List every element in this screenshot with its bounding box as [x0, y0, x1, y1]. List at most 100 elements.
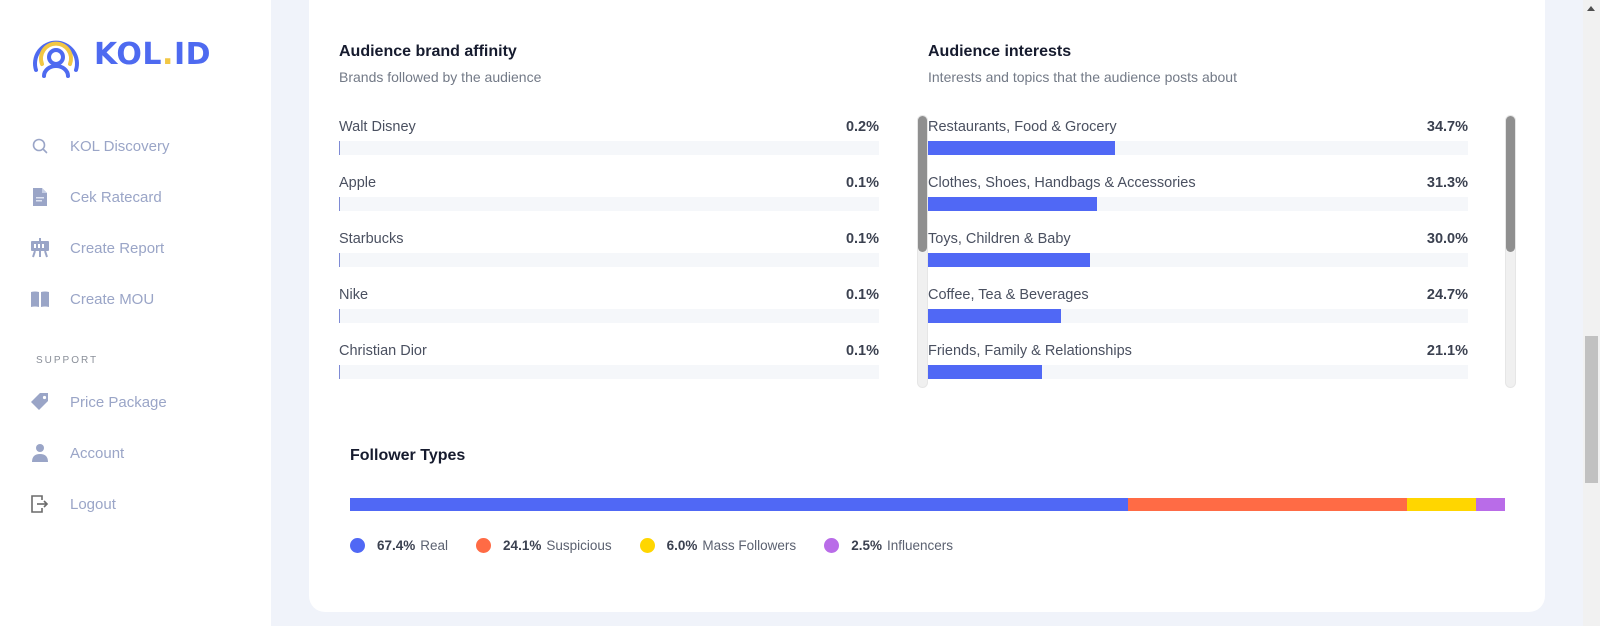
progress-fill [339, 365, 340, 379]
item-percentage: 0.1% [845, 343, 879, 359]
list-item: Christian Dior 0.1% [339, 343, 879, 399]
progress-fill [339, 253, 340, 267]
item-percentage: 31.3% [1426, 175, 1468, 191]
item-name: Nike [339, 287, 369, 303]
item-name: Coffee, Tea & Beverages [928, 287, 1089, 303]
sidebar-item-create-mou[interactable]: Create MOU [30, 284, 154, 314]
interests-scrollbar-right[interactable] [1505, 115, 1516, 388]
list-item: Friends, Family & Relationships 21.1% [928, 343, 1468, 399]
list-item: Clothes, Shoes, Handbags & Accessories 31… [928, 175, 1468, 231]
follower-segment-real [350, 498, 1129, 511]
interests-scrollbar-left[interactable] [917, 115, 928, 388]
sidebar-item-cek-ratecard[interactable]: Cek Ratecard [30, 182, 162, 212]
user-icon [30, 443, 50, 463]
page-scrollbar[interactable] [1583, 0, 1600, 626]
interests-list: Restaurants, Food & Grocery 34.7% Clothes,… [928, 119, 1468, 399]
list-item: Walt Disney 0.2% [339, 119, 879, 175]
progress-track [339, 253, 879, 267]
sidebar-item-create-report[interactable]: Create Report [30, 233, 164, 263]
list-item: Nike 0.1% [339, 287, 879, 343]
sidebar-item-label: Account [70, 444, 125, 462]
legend-dot-icon [476, 538, 492, 553]
legend-item: 24.1% Suspicious [476, 538, 612, 553]
follower-segment-influencers [1476, 498, 1505, 511]
sidebar-item-label: Cek Ratecard [70, 188, 162, 206]
interests-title: Audience interests [928, 43, 1072, 60]
progress-track [928, 197, 1468, 211]
follower-types-legend: 67.4% Real 24.1% Suspicious 6.0% Mass Followe… [350, 538, 981, 553]
sidebar-item-label: Create Report [70, 239, 165, 257]
progress-fill [928, 197, 1098, 211]
scroll-up-arrow-icon[interactable] [1587, 6, 1595, 11]
sidebar-item-logout[interactable]: Logout [30, 489, 116, 519]
progress-track [928, 309, 1468, 323]
presentation-board-icon [30, 238, 50, 258]
item-name: Friends, Family & Relationships [928, 343, 1132, 359]
open-book-icon [30, 289, 50, 309]
legend-label: Influencers [886, 538, 954, 553]
legend-label: Mass Followers [702, 538, 797, 553]
page-scrollbar-thumb[interactable] [1585, 336, 1598, 483]
sidebar-item-label: Logout [70, 495, 116, 513]
scrollbar-thumb[interactable] [918, 116, 927, 252]
item-percentage: 0.1% [845, 287, 879, 303]
progress-track [339, 309, 879, 323]
legend-item: 67.4% Real [350, 538, 448, 553]
legend-percentage: 6.0% [666, 538, 698, 553]
legend-dot-icon [824, 538, 840, 553]
item-name: Walt Disney [339, 119, 416, 135]
progress-fill [339, 197, 340, 211]
legend-label: Real [420, 538, 449, 553]
brand-affinity-subtitle: Brands followed by the audience [339, 69, 542, 85]
item-percentage: 0.1% [845, 175, 879, 191]
item-percentage: 0.1% [845, 231, 879, 247]
legend-percentage: 24.1% [503, 538, 542, 553]
kol-logo-icon [33, 40, 79, 78]
price-tag-icon [30, 392, 50, 412]
legend-dot-icon [350, 538, 365, 553]
legend-dot-icon [639, 538, 655, 553]
sidebar-item-label: KOL Discovery [70, 137, 170, 155]
legend-label: Suspicious [546, 538, 612, 553]
progress-track [928, 253, 1468, 267]
logout-icon [30, 494, 50, 514]
item-name: Restaurants, Food & Grocery [928, 119, 1117, 135]
brand-affinity-title: Audience brand affinity [339, 43, 517, 60]
progress-track [928, 141, 1468, 155]
item-name: Clothes, Shoes, Handbags & Accessories [928, 175, 1196, 191]
item-name: Apple [339, 175, 377, 191]
sidebar-item-label: Create MOU [70, 290, 155, 308]
progress-track [928, 365, 1468, 379]
follower-types-title: Follower Types [350, 447, 466, 464]
sidebar-item-kol-discovery[interactable]: KOL Discovery [30, 131, 169, 161]
progress-fill [928, 253, 1090, 267]
support-section-label: SUPPORT [36, 355, 99, 366]
list-item: Coffee, Tea & Beverages 24.7% [928, 287, 1468, 343]
logo-text: KOL.ID [94, 36, 212, 72]
sidebar-item-price-package[interactable]: Price Package [30, 387, 167, 417]
interests-subtitle: Interests and topics that the audience p… [928, 69, 1237, 85]
sidebar-item-account[interactable]: Account [30, 438, 124, 468]
logo[interactable]: KOL.ID [30, 30, 211, 78]
follower-types-bar [350, 498, 1505, 511]
item-name: Starbucks [339, 231, 404, 247]
follower-segment-mass-followers [1406, 498, 1477, 511]
scrollbar-thumb[interactable] [1506, 116, 1515, 252]
item-name: Christian Dior [339, 343, 427, 359]
list-item: Apple 0.1% [339, 175, 879, 231]
progress-fill [928, 365, 1042, 379]
item-percentage: 30.0% [1426, 231, 1468, 247]
progress-fill [339, 141, 341, 155]
item-name: Toys, Children & Baby [928, 231, 1071, 247]
progress-track [339, 197, 879, 211]
list-item: Restaurants, Food & Grocery 34.7% [928, 119, 1468, 175]
sidebar-item-label: Price Package [70, 393, 167, 411]
legend-item: 6.0% Mass Followers [639, 538, 797, 553]
item-percentage: 0.2% [845, 119, 879, 135]
item-percentage: 21.1% [1426, 343, 1468, 359]
list-item: Toys, Children & Baby 30.0% [928, 231, 1468, 287]
progress-fill [928, 141, 1116, 155]
legend-item: 2.5% Influencers [824, 538, 953, 553]
progress-track [339, 141, 879, 155]
search-icon [30, 136, 50, 156]
